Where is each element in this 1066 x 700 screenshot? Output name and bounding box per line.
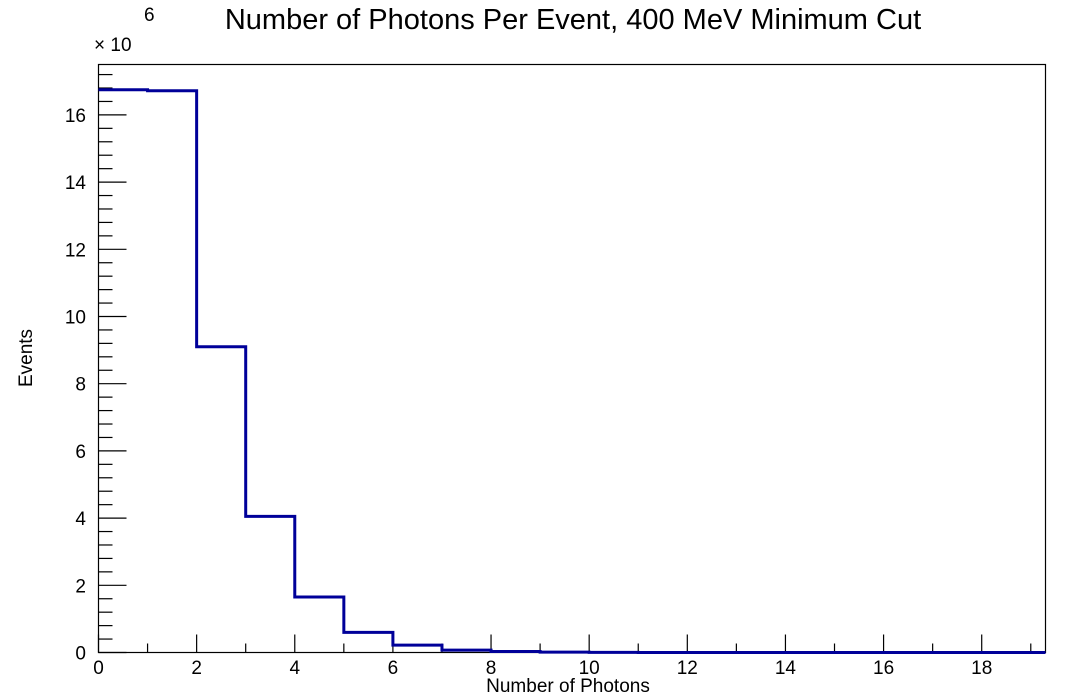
x-tick-label: 8: [486, 658, 497, 679]
x-tick-label: 6: [388, 658, 399, 679]
y-tick-label: 6: [75, 442, 86, 463]
y-axis: 0 2 4 6 8 10 12 14 16: [65, 73, 127, 665]
chart-title: Number of Photons Per Event, 400 MeV Min…: [224, 4, 922, 36]
histogram-bin: [197, 347, 246, 653]
histogram-bin: [246, 516, 295, 652]
x-tick-label: 0: [93, 658, 104, 679]
histogram-bins: [99, 90, 639, 653]
x-tick-label: 14: [775, 658, 797, 679]
x-tick-label: 10: [579, 658, 600, 679]
y-tick-label: 14: [65, 173, 87, 194]
y-axis-label: Events: [16, 328, 37, 388]
y-multiplier-exponent: 6: [144, 5, 155, 26]
y-tick-label: 12: [65, 240, 86, 261]
x-axis-label: Number of Photons: [486, 676, 650, 697]
y-tick-label: 8: [75, 375, 86, 396]
histogram-bin: [295, 597, 344, 652]
y-multiplier-label: × 10: [94, 35, 132, 56]
x-tick-label: 4: [289, 658, 300, 679]
y-tick-label: 4: [75, 509, 86, 530]
histogram-bin: [148, 91, 197, 653]
histogram-bin: [99, 90, 148, 653]
y-tick-label: 2: [75, 576, 86, 597]
x-tick-label: 18: [971, 658, 992, 679]
x-tick-label: 2: [191, 658, 202, 679]
histogram-bin: [344, 632, 393, 652]
x-tick-label: 16: [873, 658, 894, 679]
y-tick-label: 10: [65, 308, 86, 329]
histogram-line: [98, 88, 1046, 654]
x-tick-label: 12: [677, 658, 698, 679]
y-tick-label: 16: [65, 106, 86, 127]
y-tick-label: 0: [75, 644, 86, 665]
